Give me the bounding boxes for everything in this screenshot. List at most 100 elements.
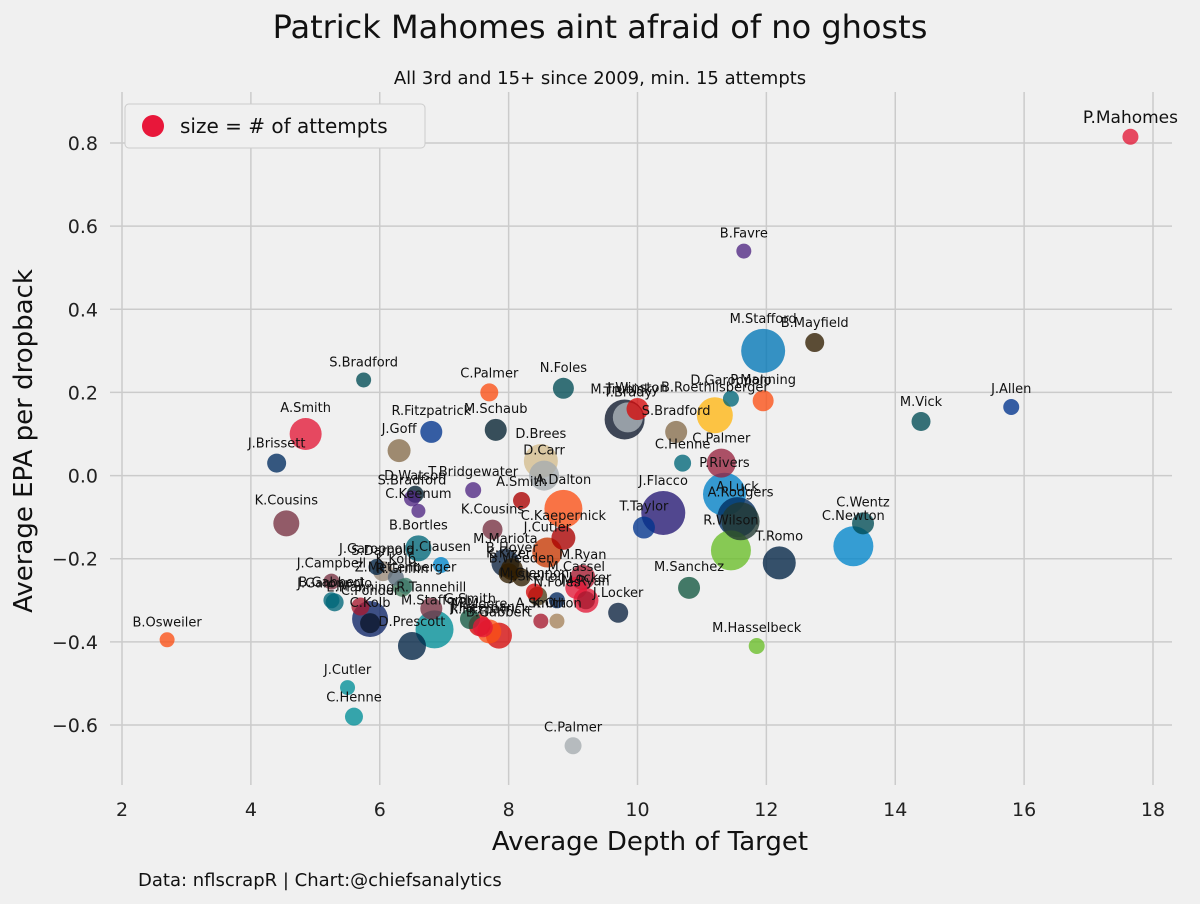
point-label: J.Locker — [592, 586, 644, 601]
point-label: A.Smith — [516, 597, 567, 612]
data-point — [513, 492, 531, 510]
data-point — [626, 398, 649, 421]
data-point — [351, 597, 370, 616]
point-label: D.Prescott — [379, 615, 446, 630]
data-point — [549, 613, 565, 629]
data-point — [484, 418, 507, 441]
point-label: G.Smith — [444, 592, 496, 607]
point-label: B.Gabbert — [298, 575, 364, 590]
data-point — [360, 613, 381, 634]
y-tick-label: 0.2 — [68, 382, 98, 404]
point-label: T.Taylor — [618, 500, 669, 515]
data-point — [512, 568, 531, 587]
point-label: B.Osweiler — [132, 615, 202, 630]
point-label: M.Sanchez — [654, 560, 724, 575]
data-point — [741, 328, 786, 373]
data-point — [323, 573, 340, 590]
point-label: S.Darnold — [351, 544, 415, 559]
data-point — [552, 377, 574, 399]
data-point — [420, 420, 443, 443]
point-label: C.Palmer — [692, 432, 751, 447]
point-label: B.Hoyer — [486, 541, 538, 556]
data-point — [576, 591, 595, 610]
data-point — [678, 576, 701, 599]
data-point — [529, 460, 560, 491]
point-label: J.Locker — [560, 571, 612, 586]
point-label: C.Ponder — [341, 584, 400, 599]
point-label: A.Smith — [280, 401, 331, 416]
point-label: J.Clausen — [410, 540, 471, 555]
point-label: C.Kolb — [350, 596, 391, 611]
point-label: B.Mayfield — [781, 316, 849, 331]
data-point — [159, 632, 175, 648]
point-label: R.Griffin — [376, 562, 429, 577]
point-label: M.Moore — [452, 597, 508, 612]
data-point — [674, 454, 692, 472]
data-point — [706, 448, 736, 478]
y-tick-label: −0.4 — [52, 632, 98, 654]
data-point — [411, 503, 426, 518]
point-label: N.Foles — [540, 361, 587, 376]
point-label: B.Weeden — [489, 551, 555, 566]
point-label: P.Rivers — [699, 456, 750, 471]
point-label: A.Luck — [716, 480, 759, 495]
point-label: C.Henne — [326, 691, 381, 706]
point-label: J.Skelton — [509, 570, 566, 585]
point-label: C.Kaepernick — [521, 509, 607, 524]
legend-box — [124, 103, 426, 149]
data-point — [852, 512, 875, 535]
x-tick-label: 14 — [883, 799, 907, 821]
data-point — [632, 516, 655, 539]
x-tick-labels: 2 4 6 8 10 12 14 16 18 — [116, 799, 1165, 821]
point-label: M.Stafford — [730, 312, 797, 327]
data-point — [762, 546, 796, 580]
y-tick-label: −0.6 — [52, 715, 98, 737]
point-label: R.Fitzpatrick — [391, 404, 471, 419]
point-label: M.Ryan — [559, 548, 607, 563]
y-tick-label: 0.0 — [68, 466, 98, 488]
data-point — [533, 613, 549, 629]
point-label: J.Freeman — [450, 600, 515, 615]
data-point — [1003, 398, 1020, 415]
data-point — [432, 556, 449, 573]
legend-label: size = # of attempts — [180, 114, 388, 138]
y-axis-label: Average EPA per dropback — [9, 269, 39, 613]
point-label: K.Cousins — [255, 493, 319, 508]
point-label: C.Wentz — [836, 495, 890, 510]
x-axis-label: Average Depth of Target — [492, 827, 808, 857]
point-label: J.Cutler — [523, 520, 572, 535]
y-tick-label: 0.6 — [68, 216, 98, 238]
data-point — [403, 490, 420, 507]
point-label: A.Dalton — [536, 473, 592, 488]
x-tick-label: 8 — [503, 799, 515, 821]
point-label: C.Keenum — [385, 487, 451, 502]
point-label: K.Kizer — [486, 546, 532, 561]
point-label: J.Winston — [606, 381, 667, 396]
data-point — [665, 420, 688, 443]
data-point — [387, 439, 411, 463]
point-label: C.Newton — [822, 509, 885, 524]
point-label: C.Palmer — [544, 720, 603, 735]
point-label: J.Garoppolo — [296, 576, 372, 591]
point-label: M.Hasselbeck — [712, 621, 802, 636]
data-point — [267, 453, 287, 473]
point-label: R.Wilson — [703, 513, 758, 528]
point-label: M.Stafford — [401, 593, 468, 608]
data-point — [551, 525, 576, 550]
data-point — [564, 737, 582, 755]
x-tick-label: 16 — [1012, 799, 1036, 821]
point-label: T.Bridgewater — [427, 465, 519, 480]
chart-title: Patrick Mahomes aint afraid of no ghosts — [272, 8, 928, 46]
point-label: J.Cutler — [323, 663, 372, 678]
source-caption: Data: nflscrapR | Chart:@chiefsanalytics — [138, 870, 502, 891]
data-point — [544, 489, 583, 528]
data-point — [696, 397, 733, 434]
point-label: M.Schaub — [464, 402, 527, 417]
x-tick-label: 18 — [1141, 799, 1165, 821]
point-label: D.Brees — [515, 427, 566, 442]
data-point — [480, 383, 499, 402]
data-point — [415, 610, 454, 649]
point-label: D.Watson — [384, 469, 446, 484]
point-label: A.Rodgers — [708, 485, 774, 500]
data-point — [748, 638, 765, 655]
